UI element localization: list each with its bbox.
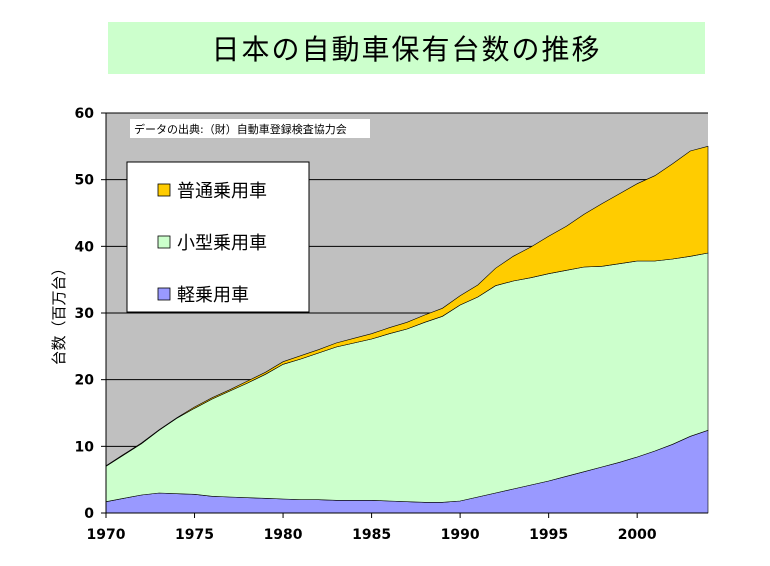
area-series-3 [105, 145, 709, 467]
legend-swatch [157, 183, 171, 197]
legend-box [126, 161, 310, 313]
y-tick-label: 60 [75, 106, 95, 122]
y-tick-labels: 0 10 20 30 40 50 60 [75, 106, 106, 522]
x-tick-label: 1980 [264, 527, 303, 543]
y-tick-label: 30 [75, 306, 95, 322]
chart-title-box: 日本の自動車保有台数の推移 [108, 22, 705, 74]
x-tick-label: 1985 [352, 527, 391, 543]
x-tick-label: 1975 [175, 527, 214, 543]
chart-title: 日本の自動車保有台数の推移 [211, 33, 602, 66]
x-tick-labels: 1970 1975 1980 1985 1990 1995 2000 [87, 513, 657, 543]
y-tick-label: 20 [75, 373, 95, 389]
source-annotation-box [130, 119, 370, 138]
y-tick-label: 40 [75, 239, 95, 255]
x-tick-label: 1970 [87, 527, 126, 543]
legend-swatch [157, 235, 171, 249]
legend-label: 普通乗用車 [177, 181, 267, 202]
x-tick-label: 1990 [441, 527, 480, 543]
y-tick-label: 10 [75, 439, 95, 455]
legend-label: 軽乗用車 [177, 285, 249, 306]
y-axis-label: 台数（百万台） [50, 260, 68, 365]
y-tick-label: 0 [84, 506, 94, 522]
x-tick-label: 2000 [618, 527, 657, 543]
x-tick-label: 1995 [529, 527, 568, 543]
legend-label: 小型乗用車 [177, 233, 267, 254]
y-tick-label: 50 [75, 173, 95, 189]
legend-swatch [157, 287, 171, 301]
source-annotation: データの出典:（財）自動車登録検査協力会 [134, 122, 347, 136]
